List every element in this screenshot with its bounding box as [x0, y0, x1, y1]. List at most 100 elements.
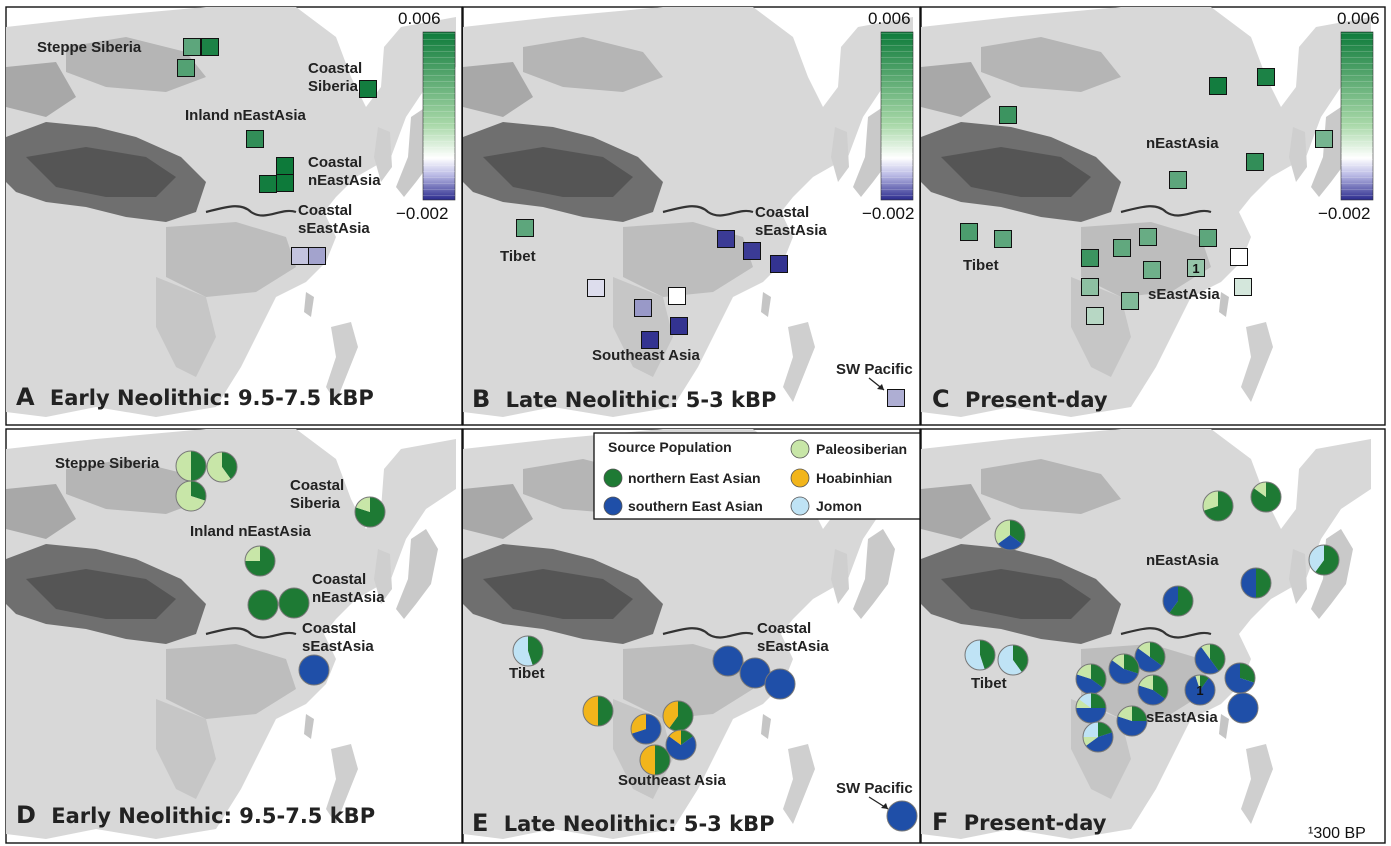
pie-outline [244, 545, 276, 577]
legend-swatch-northern-east-asian [603, 468, 623, 488]
region-label: sEastAsia [1148, 286, 1220, 303]
region-label: Coastal [312, 571, 366, 588]
legend-label-jomon: Jomon [816, 498, 862, 514]
pie-slice [191, 451, 206, 481]
pie-slice [1162, 586, 1178, 614]
pie-slice [1109, 660, 1139, 685]
legend-label-hoabinhian: Hoabinhian [816, 470, 892, 486]
legend-swatch-southern-east-asian [603, 496, 623, 516]
sample-square-marker [1315, 130, 1333, 148]
sample-square-marker [516, 219, 534, 237]
panel-title-f: Present-day [964, 811, 1107, 835]
region-label: sEastAsia [302, 638, 374, 655]
sample-square-marker [1081, 249, 1099, 267]
pie-slice [1124, 654, 1140, 674]
sample-square-marker [201, 38, 219, 56]
sample-pie-marker [1075, 663, 1107, 695]
sample-square-marker [1257, 68, 1275, 86]
pie-slice [1153, 675, 1169, 699]
pie-slice [1010, 520, 1025, 544]
region-label: Coastal [308, 60, 362, 77]
region-label: Steppe Siberia [37, 39, 142, 56]
pie-outline [1240, 567, 1272, 599]
sample-square-marker [887, 389, 905, 407]
pie-slice [279, 588, 309, 618]
pie-slice [299, 655, 329, 685]
legend-swatch-hoabinhian [790, 468, 810, 488]
sample-pie-marker [247, 589, 279, 621]
panel-letter-a: A [16, 383, 35, 411]
sample-pie-marker [244, 545, 276, 577]
pie-slice [1225, 663, 1255, 693]
pie-slice [1309, 545, 1324, 573]
sample-pie-marker [1075, 692, 1107, 724]
region-label: Siberia [290, 495, 341, 512]
sample-square-marker [308, 247, 326, 265]
marker-layer: 11 [175, 38, 1340, 832]
pie-slice [1241, 568, 1256, 598]
pie-outline [1134, 641, 1166, 673]
sample-square-marker [183, 38, 201, 56]
svg-text:A Early Neolithic: 9.5-7: A Early Neolithic: 9.5-7.5 kBP [16, 383, 374, 411]
region-label: Coastal [308, 154, 362, 171]
pie-slice [1200, 675, 1209, 690]
pie-slice [1251, 482, 1282, 513]
colorbar-min-label: −0.002 [862, 204, 914, 223]
pie-outline [1137, 674, 1169, 706]
sample-square-marker [1246, 153, 1264, 171]
pie-slice [668, 730, 681, 745]
pie-outline [1082, 721, 1114, 753]
pie-slice [1076, 674, 1104, 694]
region-label: Tibet [971, 675, 1007, 692]
pie-slice [1195, 646, 1219, 674]
region-label: Coastal [302, 620, 356, 637]
pie-slice [1076, 708, 1106, 723]
pie-slice [740, 658, 770, 688]
sample-square-marker [1121, 292, 1139, 310]
pie-slice [1098, 722, 1113, 737]
pie-outline [994, 519, 1026, 551]
pie-slice [1013, 645, 1029, 673]
pie-slice [1210, 644, 1226, 672]
pie-slice [980, 640, 996, 670]
pie-outline [1184, 674, 1216, 706]
sample-square-marker [1081, 278, 1099, 296]
pie-outline [630, 713, 662, 745]
pie-outline [354, 496, 386, 528]
sample-square-marker [246, 130, 264, 148]
region-label: sEastAsia [755, 222, 827, 239]
sample-pie-marker [662, 700, 694, 732]
sample-square-marker [960, 223, 978, 241]
pie-slice [765, 669, 795, 699]
svg-text:B Late Neolithic: 5-3 kB: B Late Neolithic: 5-3 kBP [472, 385, 776, 413]
marker-footnote-ref: 1 [1196, 683, 1203, 698]
region-label: Tibet [509, 665, 545, 682]
region-label: Steppe Siberia [55, 455, 160, 472]
colorbar-max-label: 0.006 [868, 9, 911, 28]
pie-slice [1195, 675, 1200, 690]
legend-label-northern-east-asian: northern East Asian [628, 470, 761, 486]
region-label: sEastAsia [1146, 709, 1218, 726]
sample-pie-marker [175, 450, 207, 482]
pie-outline [665, 729, 697, 761]
region-label: nEastAsia [308, 172, 381, 189]
sample-pie-marker [764, 668, 796, 700]
pie-outline [764, 668, 796, 700]
pie-outline [1202, 490, 1234, 522]
svg-text:F Present-day: F Present-day [932, 808, 1107, 836]
sample-pie-marker [1082, 721, 1114, 753]
source-legend: Source Population northern East Asian so… [593, 432, 921, 520]
pie-outline [886, 800, 918, 832]
sample-pie-marker [1202, 490, 1234, 522]
pie-slice [1169, 586, 1193, 616]
region-label: Southeast Asia [618, 772, 726, 789]
panel-title-e: Late Neolithic: 5-3 kBP [504, 812, 775, 836]
pie-slice [1076, 664, 1091, 679]
sample-pie-marker [1194, 643, 1226, 675]
colorbar-min-label: −0.002 [396, 204, 448, 223]
sample-square-marker [1209, 77, 1227, 95]
sample-pie-marker [1250, 481, 1282, 513]
pie-outline [206, 451, 238, 483]
